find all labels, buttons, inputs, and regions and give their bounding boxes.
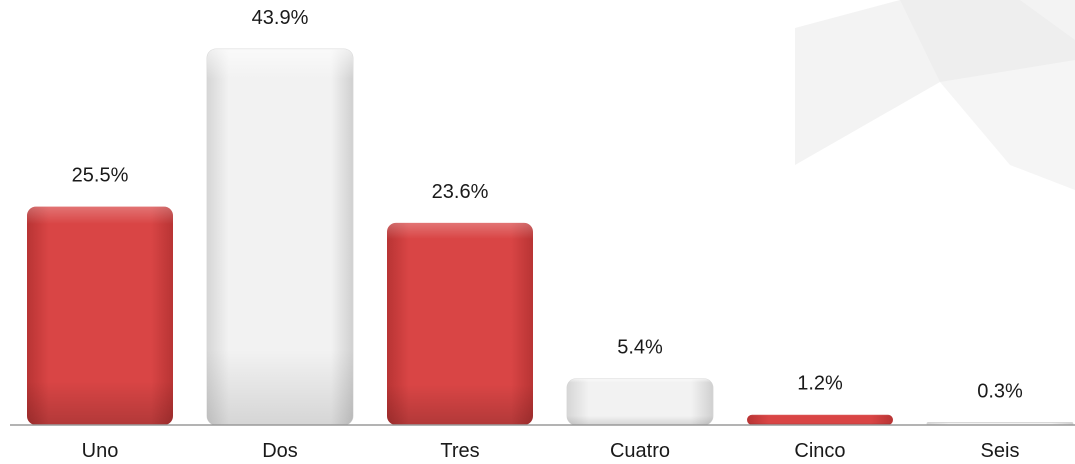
cube-logo-icon [795,0,1075,190]
value-label-cinco: 1.2% [797,373,843,395]
value-labels-group: 25.5% 43.9% 23.6% 5.4% 1.2% 0.3% [72,7,1023,402]
bar-shade-dos [207,49,353,425]
category-label-uno: Uno [82,440,119,462]
value-label-dos: 43.9% [252,7,309,29]
bar-shade-tres [387,222,533,425]
bar-shade-cinco [747,414,893,425]
category-label-cuatro: Cuatro [610,440,670,462]
category-label-cinco: Cinco [794,440,845,462]
category-labels-group: Uno Dos Tres Cuatro Cinco Seis [82,440,1020,462]
bar-shade-uno [27,206,173,425]
value-label-cuatro: 5.4% [617,337,663,359]
bar-shade-cuatro [567,378,713,425]
bars-group [27,48,1074,426]
value-label-seis: 0.3% [977,380,1023,402]
value-label-tres: 23.6% [432,181,489,203]
category-label-dos: Dos [262,440,298,462]
value-label-uno: 25.5% [72,165,129,187]
category-label-seis: Seis [981,440,1020,462]
category-label-tres: Tres [440,440,479,462]
